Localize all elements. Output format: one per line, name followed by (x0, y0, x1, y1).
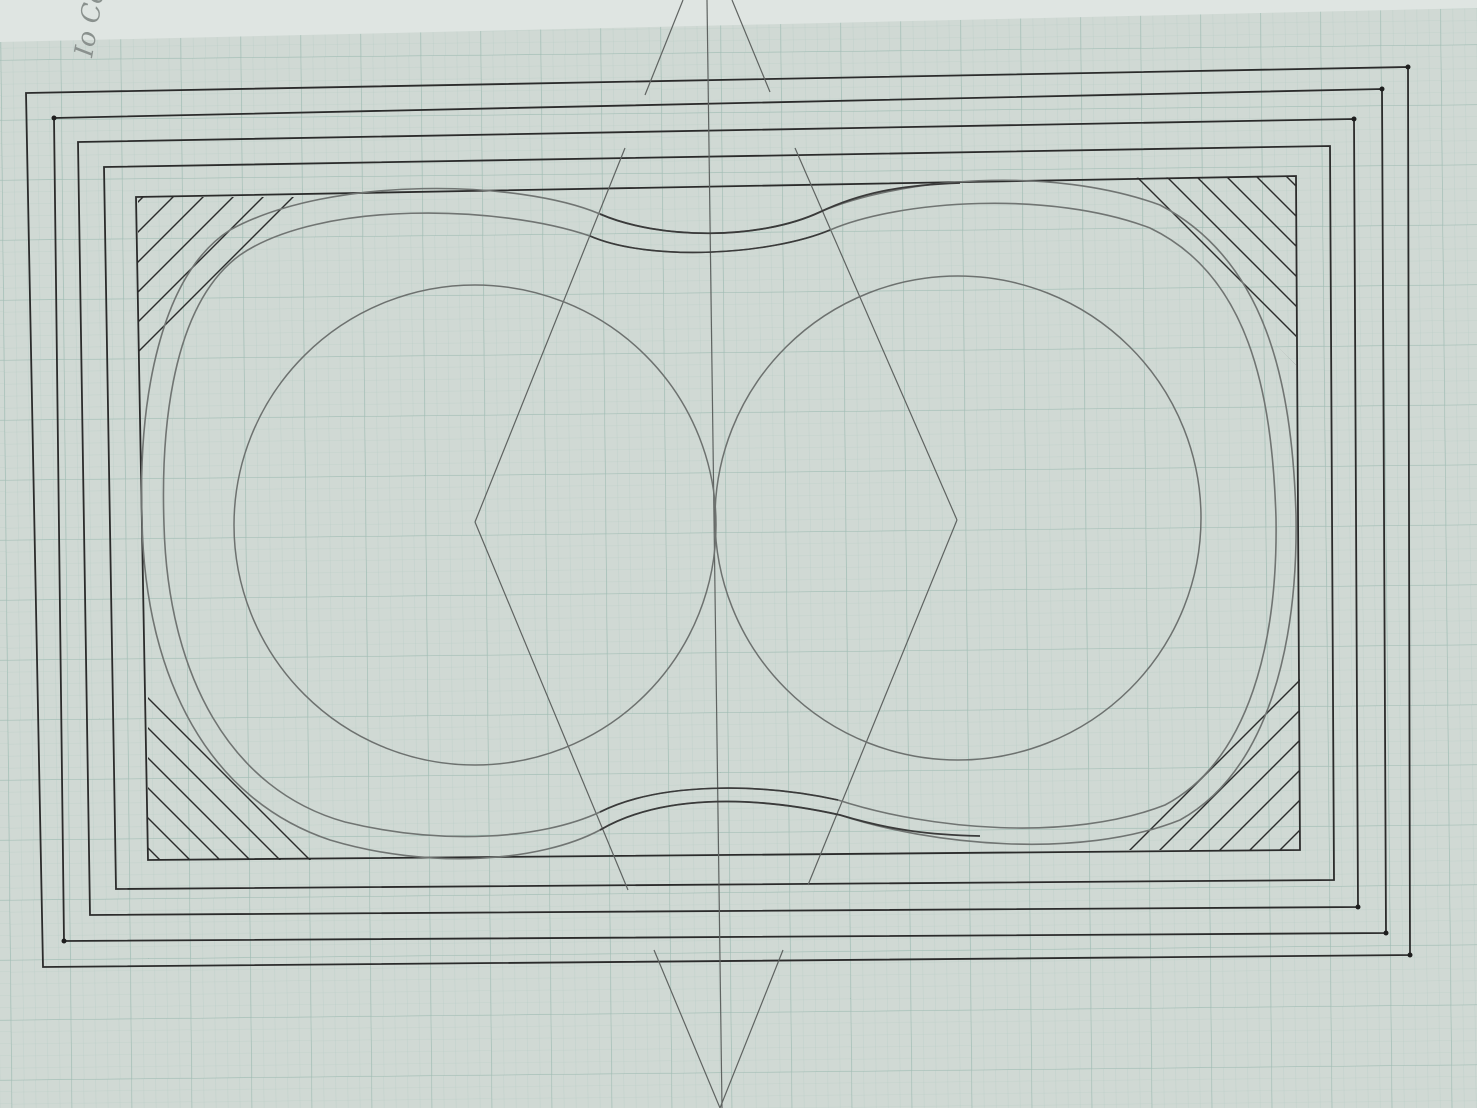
circles (233, 275, 1202, 766)
apex-bottom-right (719, 949, 784, 1108)
diamond-right-upper (794, 147, 958, 521)
paper-sheet (0, 8, 1477, 1108)
diamond-left-upper (474, 147, 626, 523)
apex-top-left (644, 0, 684, 96)
apex-top-right (731, 0, 771, 93)
apex-bottom-left (653, 949, 721, 1108)
circle-right (714, 275, 1202, 761)
diamond-right-lower (807, 519, 958, 886)
frame-5 (135, 175, 1301, 861)
upper-waist-ink-inner (589, 229, 831, 254)
circle-left (233, 284, 717, 766)
upper-blank-margin (0, 0, 1477, 42)
double-lobe-outline (140, 179, 1297, 860)
top-waist-ink (599, 182, 961, 235)
frame-4 (103, 145, 1335, 890)
lower-waist-ink-inner (599, 787, 839, 813)
frame-corner-dots (51, 64, 1413, 958)
bottom-waist-ink (599, 800, 981, 837)
